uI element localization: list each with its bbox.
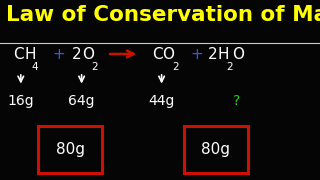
Text: +: + <box>53 46 66 62</box>
Text: 4: 4 <box>31 62 38 72</box>
Text: H: H <box>24 46 36 62</box>
Text: 2: 2 <box>208 46 218 62</box>
Text: O: O <box>163 46 175 62</box>
Text: 2: 2 <box>172 62 179 72</box>
Text: 80g: 80g <box>56 142 85 157</box>
Text: C: C <box>13 46 23 62</box>
Text: 2: 2 <box>72 46 82 62</box>
Text: 80g: 80g <box>202 142 230 157</box>
Text: Law of Conservation of Mass: Law of Conservation of Mass <box>6 5 320 25</box>
Text: C: C <box>152 46 163 62</box>
Text: 16g: 16g <box>7 94 34 108</box>
Text: ?: ? <box>233 94 240 108</box>
Text: O: O <box>232 46 244 62</box>
Text: 2: 2 <box>91 62 98 72</box>
Text: 44g: 44g <box>148 94 175 108</box>
Text: H: H <box>218 46 229 62</box>
Text: +: + <box>190 46 203 62</box>
Bar <box>184 126 248 173</box>
Text: 2: 2 <box>226 62 233 72</box>
Text: O: O <box>82 46 94 62</box>
Text: 64g: 64g <box>68 94 95 108</box>
Bar <box>38 126 102 173</box>
